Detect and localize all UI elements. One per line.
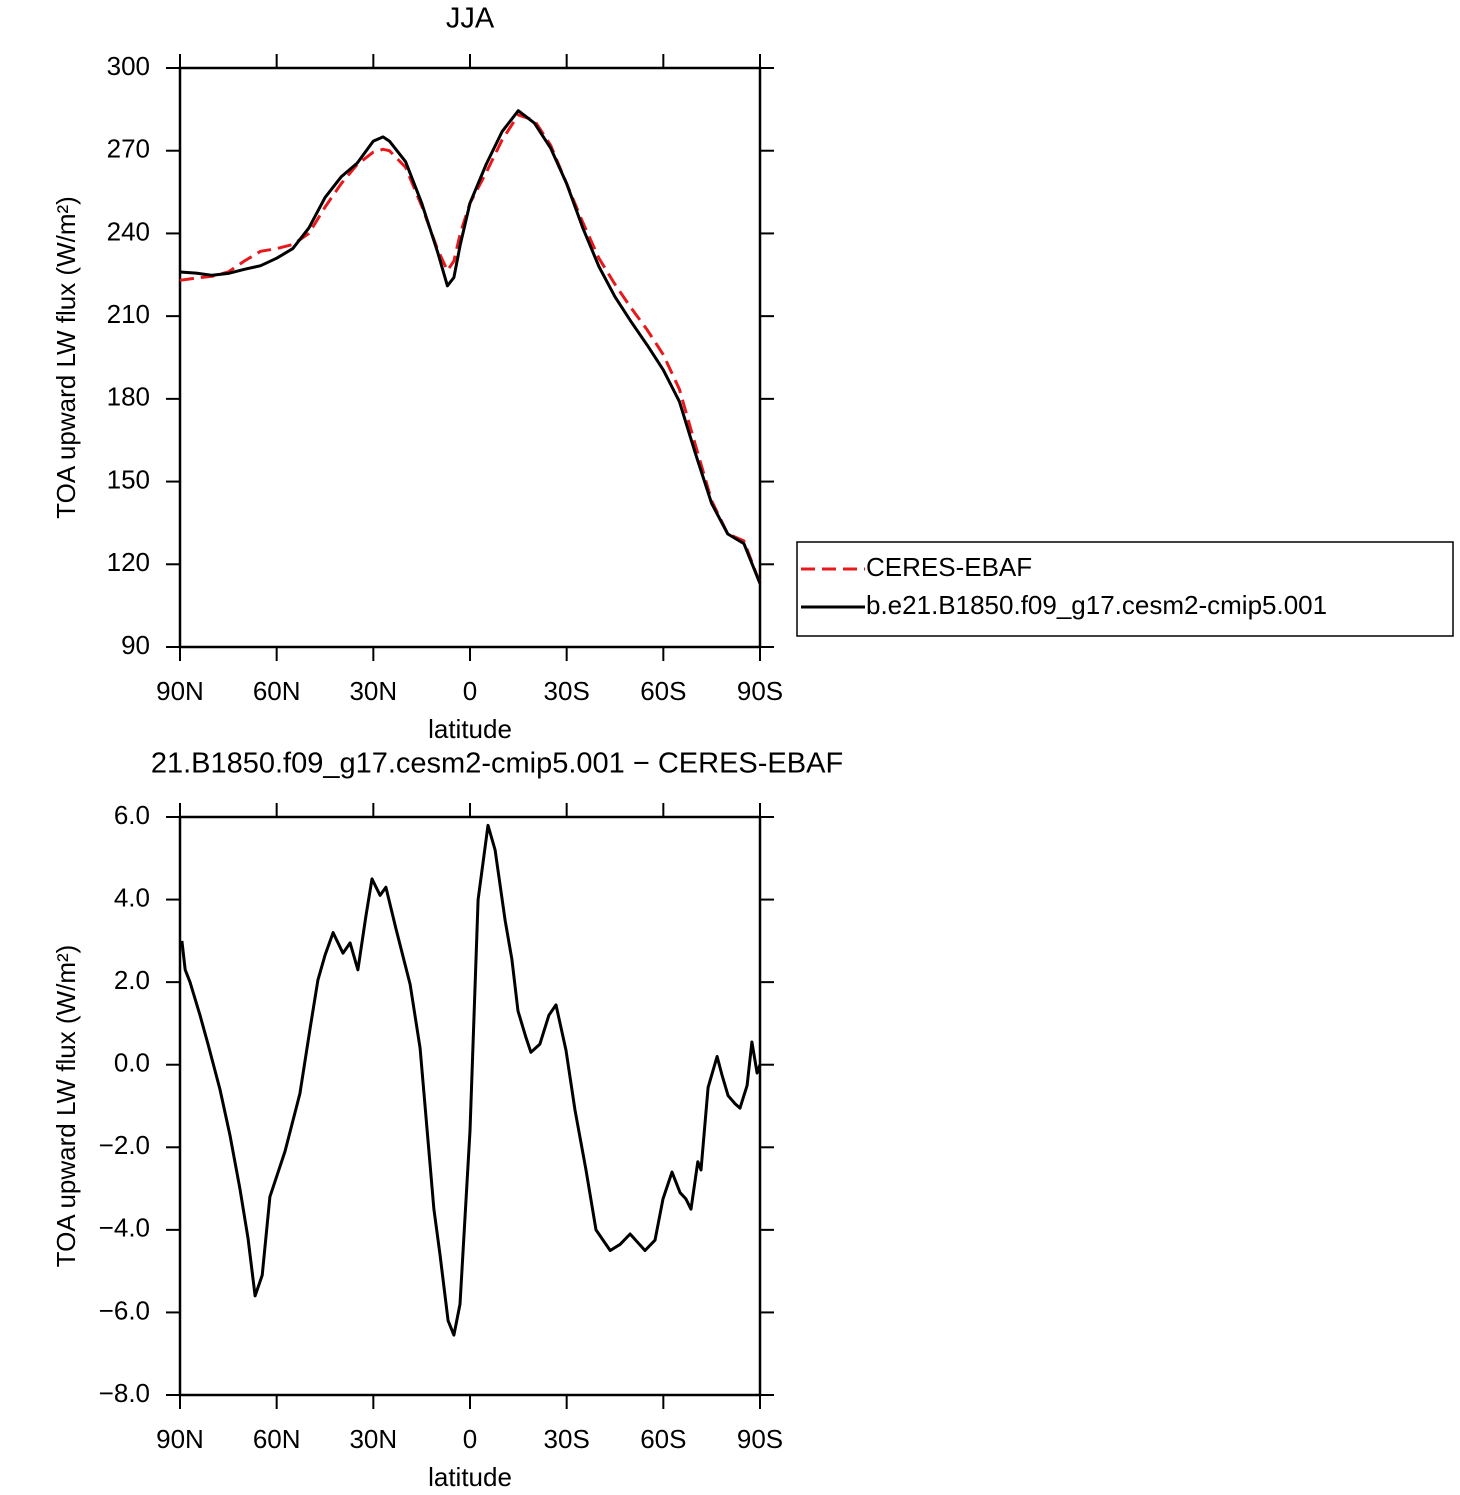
data-line bbox=[179, 113, 762, 585]
y-tick-label: 300 bbox=[107, 51, 150, 81]
x-tick-label: 90S bbox=[737, 1424, 783, 1454]
y-axis-label: TOA upward LW flux (W/m²) bbox=[51, 945, 81, 1268]
x-tick-label: 0 bbox=[463, 1424, 477, 1454]
y-tick-label: 210 bbox=[107, 299, 150, 329]
y-tick-label: −4.0 bbox=[99, 1213, 150, 1243]
y-tick-label: 0.0 bbox=[114, 1048, 150, 1078]
y-tick-label: −6.0 bbox=[99, 1295, 150, 1325]
legend-box bbox=[796, 541, 1454, 637]
x-tick-label: 0 bbox=[463, 676, 477, 706]
x-tick-label: 30S bbox=[544, 676, 590, 706]
chart-title: JJA bbox=[446, 3, 495, 35]
x-tick-label: 60S bbox=[640, 676, 686, 706]
x-axis-label: latitude bbox=[428, 714, 512, 744]
plot-frame bbox=[178, 815, 762, 1397]
data-line bbox=[179, 109, 762, 585]
x-tick-label: 30N bbox=[349, 676, 397, 706]
x-tick-label: 90S bbox=[737, 676, 783, 706]
y-tick-label: 4.0 bbox=[114, 882, 150, 912]
chart-title: 21.B1850.f09_g17.cesm2-cmip5.001 − CERES… bbox=[151, 748, 843, 780]
y-axis-label: TOA upward LW flux (W/m²) bbox=[51, 196, 81, 519]
y-tick-label: 270 bbox=[107, 134, 150, 164]
x-tick-label: 30S bbox=[544, 1424, 590, 1454]
x-tick-label: 60N bbox=[253, 1424, 301, 1454]
x-tick-label: 60S bbox=[640, 1424, 686, 1454]
y-tick-label: 90 bbox=[121, 630, 150, 660]
x-axis-label: latitude bbox=[428, 1462, 512, 1492]
y-tick-label: 2.0 bbox=[114, 965, 150, 995]
y-tick-label: 180 bbox=[107, 382, 150, 412]
y-tick-label: 120 bbox=[107, 547, 150, 577]
x-tick-label: 90N bbox=[156, 676, 204, 706]
legend-label: CERES-EBAF bbox=[866, 552, 1032, 582]
plot-frame bbox=[178, 66, 762, 649]
y-tick-label: 150 bbox=[107, 464, 150, 494]
y-tick-label: 6.0 bbox=[114, 800, 150, 830]
y-tick-label: −2.0 bbox=[99, 1130, 150, 1160]
x-tick-label: 60N bbox=[253, 676, 301, 706]
y-tick-label: 240 bbox=[107, 216, 150, 246]
data-line bbox=[180, 823, 762, 1337]
y-tick-label: −8.0 bbox=[99, 1378, 150, 1408]
x-tick-label: 30N bbox=[349, 1424, 397, 1454]
legend-label: b.e21.B1850.f09_g17.cesm2-cmip5.001 bbox=[866, 590, 1327, 620]
x-tick-label: 90N bbox=[156, 1424, 204, 1454]
